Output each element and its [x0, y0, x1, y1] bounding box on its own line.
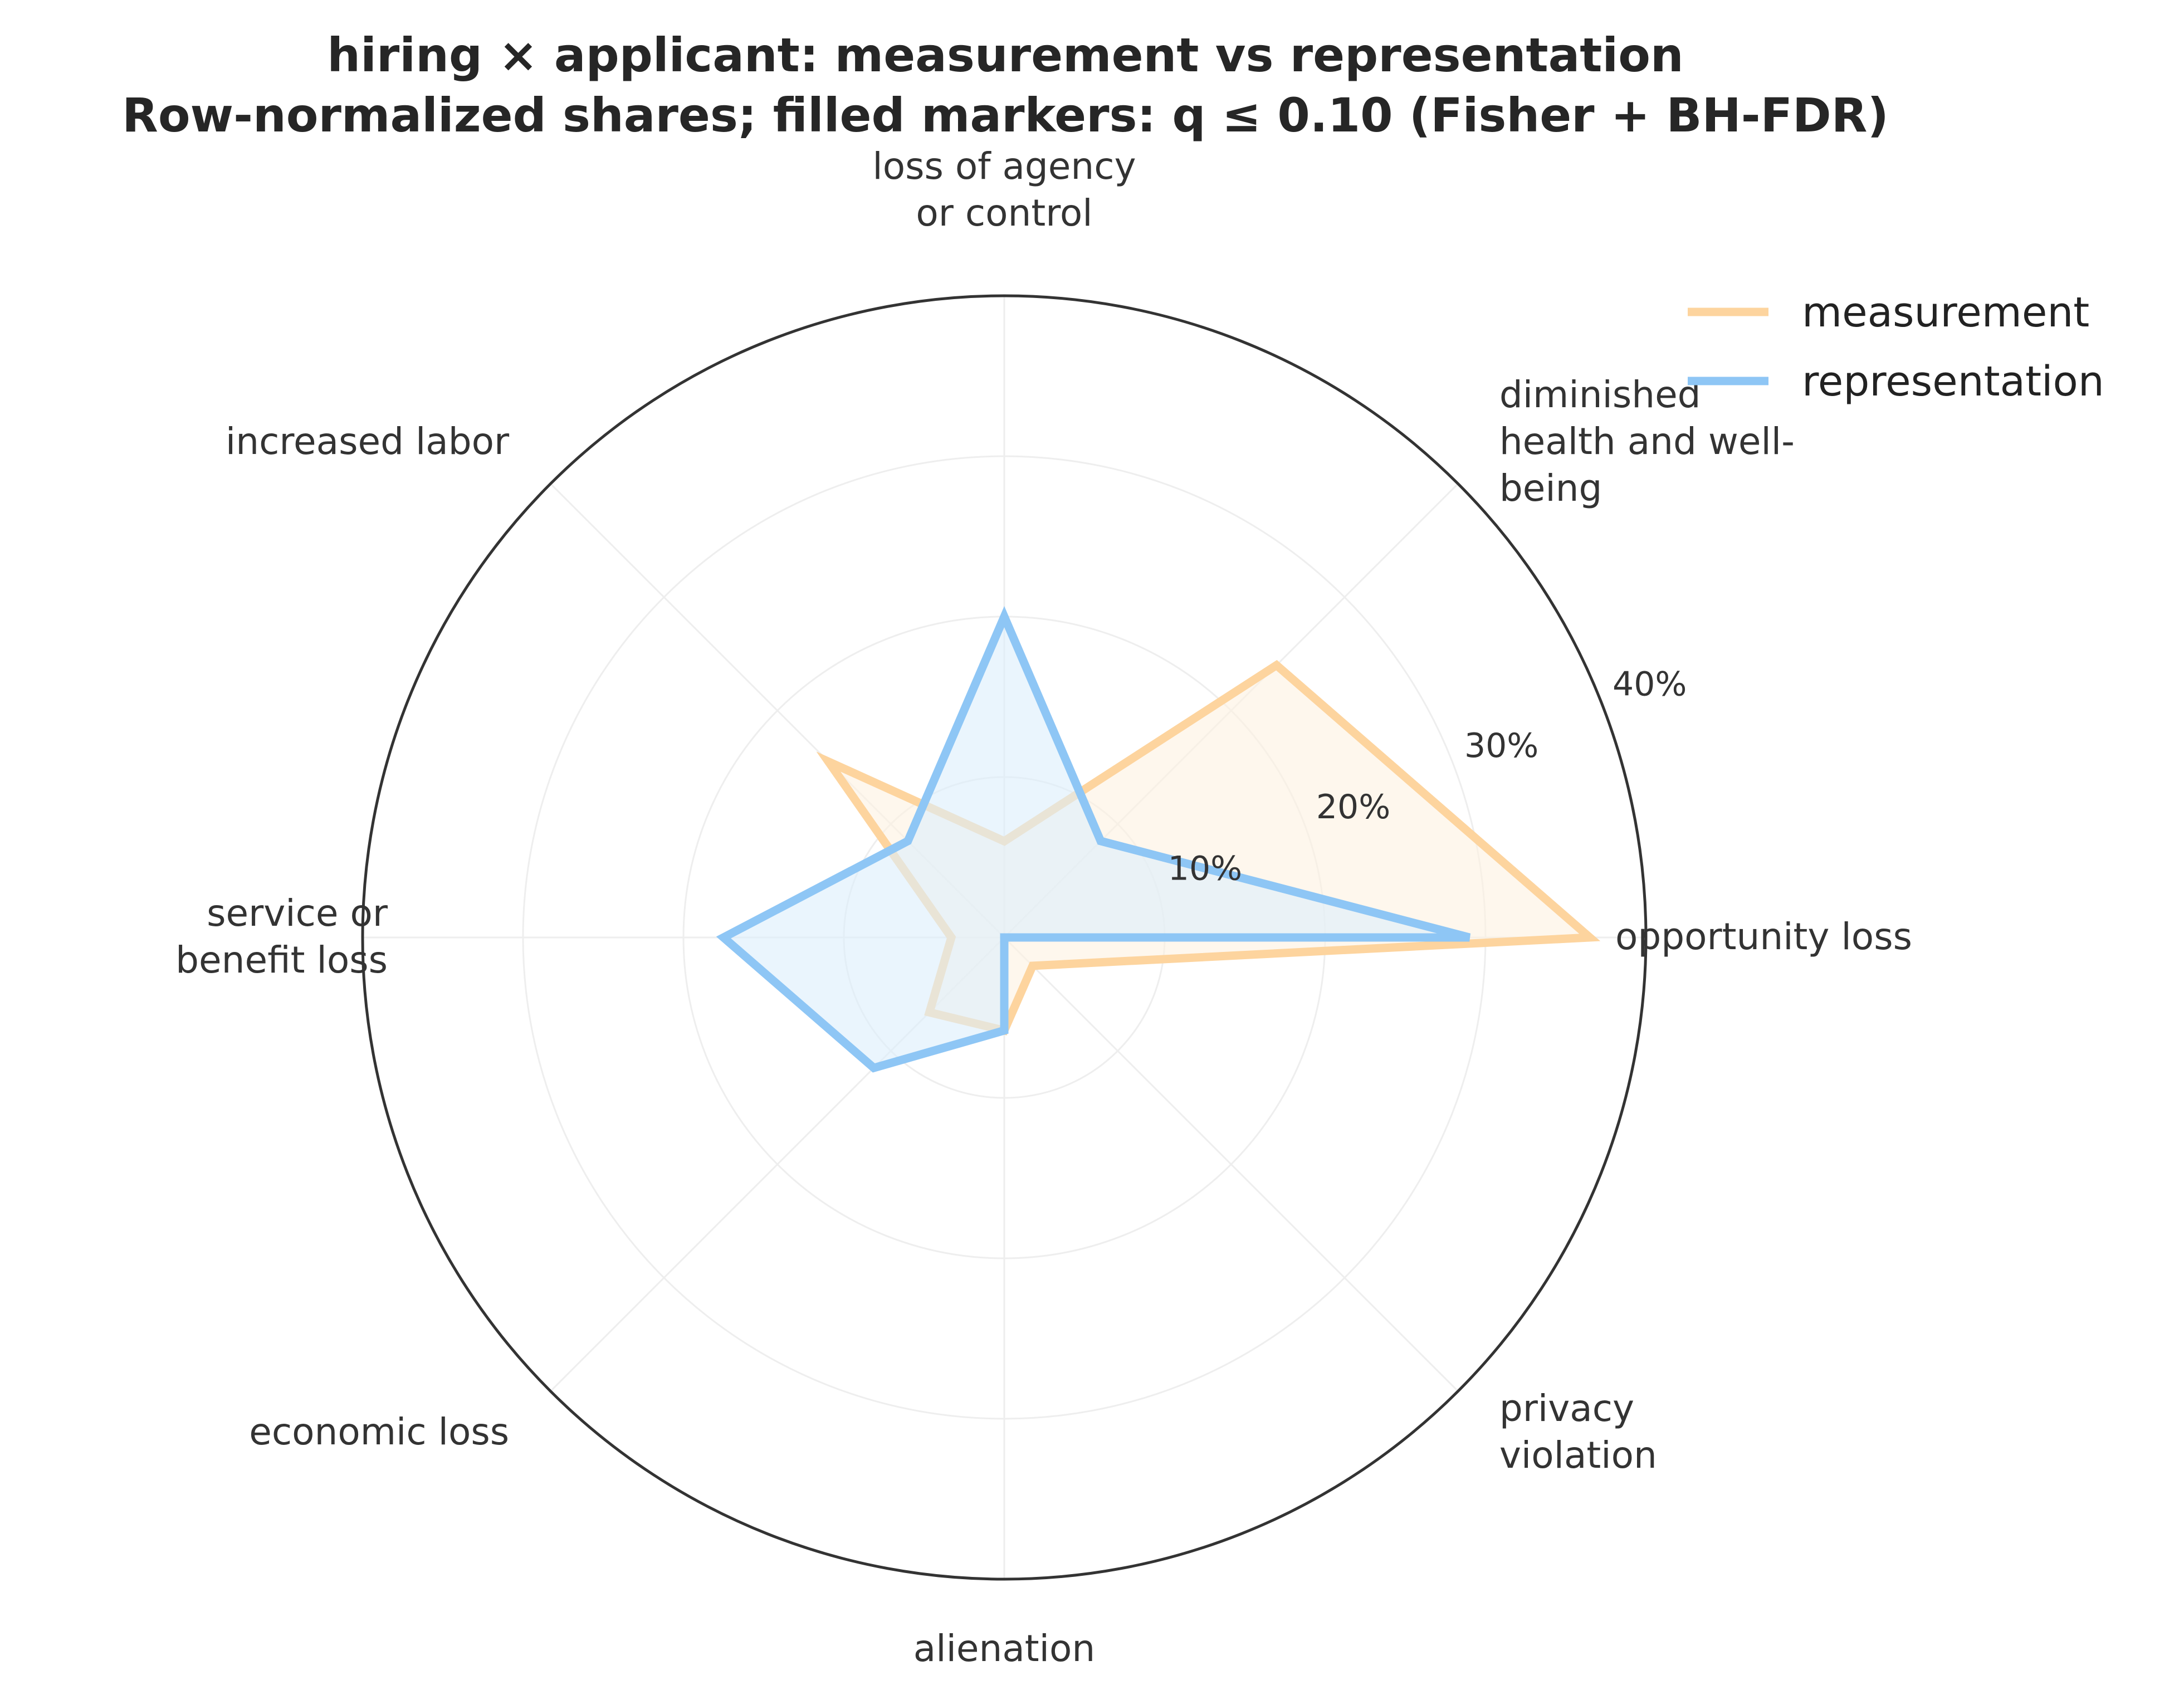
radial-tick-label: 20% — [1316, 788, 1390, 827]
grid-spoke — [1003, 936, 1459, 1392]
axis-label-diminished-health-and-well--being: diminished health and well-being — [1499, 373, 1795, 510]
chart-title: hiring × applicant: measurement vs repre… — [327, 28, 1683, 82]
axis-label-alienation: alienation — [913, 1627, 1095, 1670]
axis-label-increased-labor: increased labor — [226, 420, 510, 463]
legend: measurement representation — [1688, 289, 2104, 406]
series-line-representation — [716, 606, 1471, 1073]
radial-tick-label: 30% — [1464, 726, 1538, 765]
series-layer — [716, 606, 1601, 1073]
chart-subtitle: Row-normalized shares; filled markers: q… — [122, 88, 1889, 143]
axis-label-economic-loss: economic loss — [249, 1410, 509, 1453]
radial-tick-label: 10% — [1168, 849, 1242, 888]
axis-labels: opportunity loss diminished health and wel… — [175, 145, 1912, 1670]
axis-label-service-or-benefit-loss: service or benefit loss — [175, 892, 388, 981]
outer-frame — [361, 294, 1648, 1581]
radial-tick-labels: 10% 20% 30% 40% — [1168, 665, 1687, 888]
legend-label: measurement — [1802, 289, 2089, 336]
series-area-representation — [724, 617, 1470, 1068]
axis-label-loss-of-agency-or-control: loss of agency or control — [872, 145, 1136, 235]
radial-tick-label: 40% — [1613, 665, 1687, 704]
axis-label-privacy-violation: privacy violation — [1499, 1387, 1657, 1477]
legend-label: representation — [1802, 358, 2104, 406]
axis-label-opportunity-loss: opportunity loss — [1615, 915, 1912, 958]
outer-circle — [361, 294, 1648, 1581]
